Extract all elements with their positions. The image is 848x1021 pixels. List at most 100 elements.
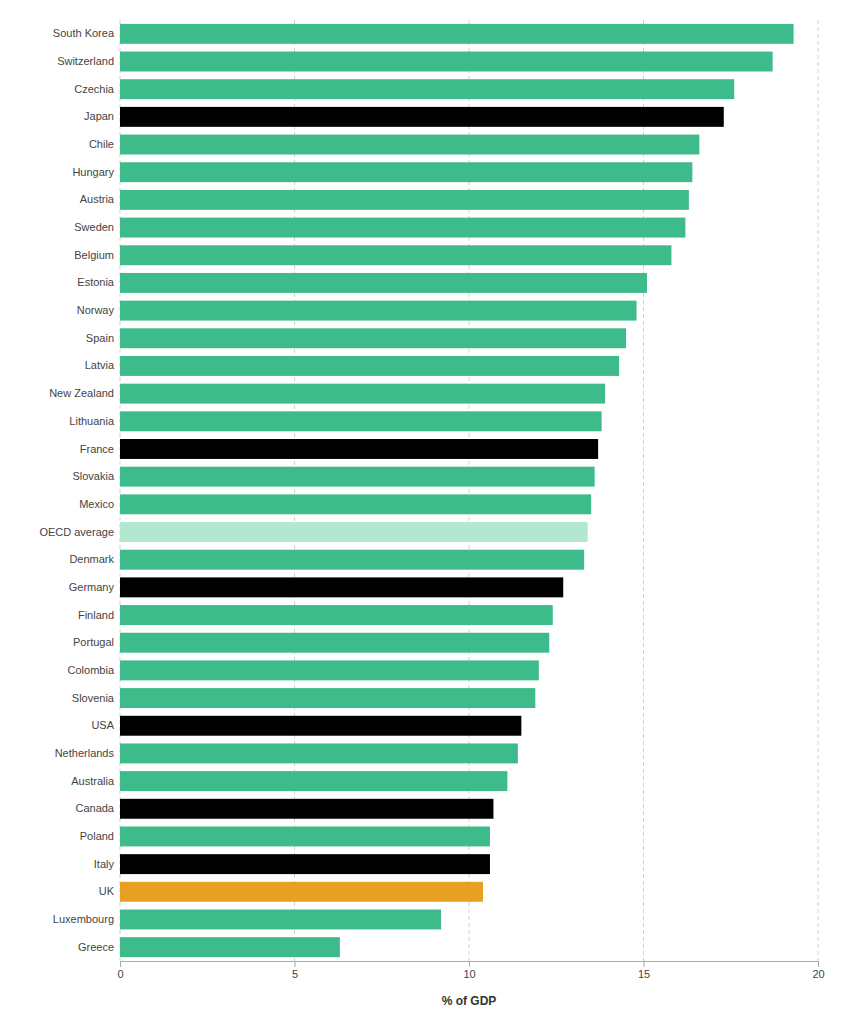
tick: Czechia <box>74 83 120 95</box>
tick: Slovenia <box>72 692 120 704</box>
tick: 10 <box>463 961 475 980</box>
tick-label: Italy <box>94 858 115 870</box>
bar <box>120 411 602 431</box>
tick: 0 <box>117 961 123 980</box>
tick: Switzerland <box>57 55 120 67</box>
bar <box>120 633 549 653</box>
bar <box>120 743 518 763</box>
tick-mark <box>644 961 645 967</box>
plot-area: 0 5 10 15 20 South Korea Switzerland Czechia Jap… <box>39 20 824 980</box>
tick-label: Canada <box>75 802 114 814</box>
tick: USA <box>91 719 120 731</box>
tick: Canada <box>75 802 120 814</box>
tick-label: Portugal <box>73 636 114 648</box>
bar <box>120 522 588 542</box>
bar <box>120 826 490 846</box>
tick: Japan <box>84 110 120 122</box>
tick: Germany <box>69 581 120 593</box>
tick: 20 <box>812 961 824 980</box>
bars <box>120 24 794 957</box>
tick-label: Belgium <box>74 249 114 261</box>
tick-label: Slovakia <box>72 470 114 482</box>
tick-label: Greece <box>78 941 114 953</box>
tick: Netherlands <box>55 747 120 759</box>
tick: New Zealand <box>49 387 120 399</box>
tick-label: France <box>80 443 114 455</box>
bar <box>120 328 626 348</box>
tick-label: Slovenia <box>72 692 115 704</box>
tick-label: Latvia <box>85 359 115 371</box>
tick: Mexico <box>79 498 120 510</box>
bar <box>120 882 483 902</box>
tick-label: Australia <box>71 775 115 787</box>
bar <box>120 245 671 265</box>
tick-label: Netherlands <box>55 747 115 759</box>
tick: Luxembourg <box>53 913 120 925</box>
bar <box>120 799 493 819</box>
bar <box>120 605 553 625</box>
tick-label: Poland <box>80 830 114 842</box>
tick-mark <box>818 961 819 967</box>
grid-line <box>469 20 470 961</box>
tick: 5 <box>292 961 298 980</box>
bar <box>120 79 734 99</box>
tick: Denmark <box>69 553 120 565</box>
bar <box>120 218 685 238</box>
tick: Hungary <box>72 166 120 178</box>
tick-label: OECD average <box>39 526 114 538</box>
bar <box>120 135 699 155</box>
tick-label: Lithuania <box>69 415 115 427</box>
bar <box>120 301 637 321</box>
tick-label: Germany <box>69 581 115 593</box>
tick: Colombia <box>68 664 120 676</box>
bar <box>120 52 773 72</box>
tick-mark <box>295 961 296 967</box>
tick: Australia <box>71 775 120 787</box>
tick: Austria <box>80 193 120 205</box>
tick: Spain <box>86 332 120 344</box>
bar <box>120 190 689 210</box>
bar <box>120 273 647 293</box>
tick: Slovakia <box>72 470 120 482</box>
tick-label: Sweden <box>74 221 114 233</box>
tick-label: Chile <box>89 138 114 150</box>
tick-label: Colombia <box>68 664 115 676</box>
tick-label: 5 <box>292 968 298 980</box>
tick: Estonia <box>77 276 120 288</box>
bar <box>120 550 584 570</box>
tick-label: Finland <box>78 609 114 621</box>
tick: Chile <box>89 138 120 150</box>
bar <box>120 24 794 44</box>
tick-label: Estonia <box>77 276 115 288</box>
grid-line <box>120 20 121 961</box>
tick: Norway <box>77 304 120 316</box>
bar <box>120 107 724 127</box>
y-axis: South Korea Switzerland Czechia Japan Chile H… <box>39 27 120 952</box>
tick-label: Mexico <box>79 498 114 510</box>
bar <box>120 384 605 404</box>
tick-label: Japan <box>84 110 114 122</box>
bar <box>120 771 507 791</box>
tick-label: 20 <box>812 968 824 980</box>
tick-label: Austria <box>80 193 115 205</box>
tick: Latvia <box>85 359 120 371</box>
tick-label: Denmark <box>69 553 114 565</box>
tick: France <box>80 443 120 455</box>
tick: OECD average <box>39 526 120 538</box>
bar <box>120 439 598 459</box>
tick-label: Czechia <box>74 83 115 95</box>
tick: Lithuania <box>69 415 120 427</box>
tick-label: Switzerland <box>57 55 114 67</box>
bar <box>120 937 340 957</box>
chart: 0 5 10 15 20 South Korea Switzerland Czechia Jap… <box>0 0 848 1021</box>
tick-label: USA <box>91 719 114 731</box>
grid-line <box>643 20 644 961</box>
tick: UK <box>99 885 120 897</box>
tick-label: South Korea <box>53 27 115 39</box>
tick: Greece <box>78 941 120 953</box>
bar <box>120 577 563 597</box>
grid <box>120 20 818 961</box>
tick: 15 <box>638 961 650 980</box>
tick: Italy <box>94 858 120 870</box>
tick-label: 15 <box>638 968 650 980</box>
